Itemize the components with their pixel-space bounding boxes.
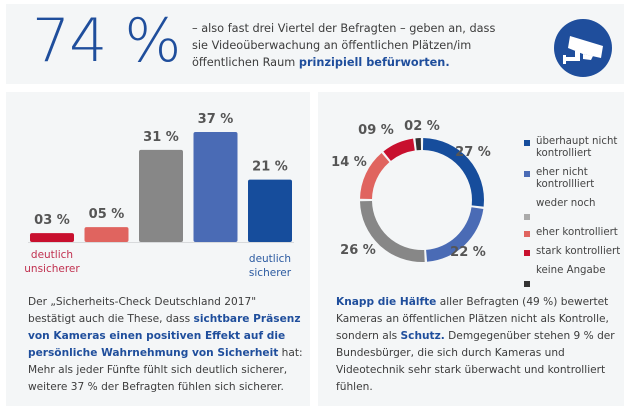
legend-label: überhaupt nicht (536, 136, 618, 147)
description-highlight: Schutz. (400, 330, 445, 342)
legend-label: eher nicht (536, 167, 588, 178)
description-text: Der „Sicherheits-Check Deutschland 2017"… (28, 296, 257, 325)
headline-percentage: 74 % (32, 6, 181, 76)
description-text: hat: Mehr als jeder Fünfte fühlt sich de… (28, 347, 303, 393)
donut-value-label: 09 % (358, 123, 394, 138)
donut-value-label: 02 % (404, 119, 440, 134)
headline-text: – also fast drei Viertel der Befragten –… (192, 20, 512, 71)
legend-swatch (524, 214, 530, 220)
bar-value-label: 21 % (252, 160, 288, 175)
headline-text-plain: – also fast drei Viertel der Befragten –… (192, 22, 496, 69)
legend-label: kontrollliert (536, 179, 595, 190)
donut-slice (383, 138, 415, 161)
legend-swatch (524, 281, 530, 287)
donut-slice (360, 152, 390, 200)
axis-label-left: unsicherer (24, 263, 80, 275)
legend-label: kontrolliert (536, 148, 592, 159)
axis-label-right: sicherer (249, 267, 292, 279)
description-highlight: Knapp die Hälfte (336, 296, 437, 308)
bar-value-label: 05 % (89, 207, 125, 222)
legend-item: eher nicht kontrollliert (524, 167, 624, 191)
surveillance-camera-icon (554, 19, 612, 77)
donut-slice (415, 138, 422, 151)
legend-swatch (524, 250, 530, 256)
description-text: aller Befragten (49 %) bewertet Kameras … (336, 296, 609, 342)
bar-value-label: 03 % (34, 213, 70, 228)
donut-value-label: 14 % (331, 155, 367, 170)
legend-item: keine Angabe (524, 265, 624, 287)
description-highlight: sichtbare Präsenz von Kameras einen posi… (28, 313, 301, 359)
bar (30, 233, 74, 242)
legend-label: eher kontrolliert (536, 227, 618, 238)
bar-chart: 03 % 05 % 31 % 37 % 21 % deutlich unsicherer de… (24, 112, 294, 279)
legend-label: keine Angabe (536, 265, 606, 276)
bar (193, 132, 238, 242)
donut-chart: 27 % 22 % 26 % 14 % 09 % 02 % (331, 119, 491, 262)
donut-slice (426, 207, 484, 262)
donut-legend: überhaupt nicht kontrolliert eher nicht kon… (524, 136, 624, 294)
description-text: Demgegenüber stehen 9 % der Bundesbürger… (336, 330, 615, 393)
bar-chart-panel (6, 92, 310, 406)
header-panel (6, 4, 624, 84)
legend-label: stark kontrolliert (536, 246, 621, 257)
axis-label-left: deutlich (31, 249, 73, 261)
legend-item: eher kontrolliert (524, 227, 624, 239)
bar-value-label: 31 % (143, 130, 179, 145)
legend-swatch (524, 171, 530, 177)
bar-value-label: 37 % (198, 112, 234, 127)
axis-label-right: deutlich (249, 253, 291, 265)
donut-chart-panel (318, 92, 624, 406)
donut-slice (422, 138, 484, 207)
legend-item: weder noch (524, 198, 624, 220)
legend-swatch (524, 231, 530, 237)
donut-chart-description: Knapp die Hälfte aller Befragten (49 %) … (336, 294, 621, 396)
donut-value-label: 26 % (340, 243, 376, 258)
bar (84, 227, 129, 242)
headline-text-highlight: prinzipiell befürworten. (298, 56, 450, 69)
legend-label: weder noch (536, 198, 596, 209)
bar-chart-description: Der „Sicherheits-Check Deutschland 2017"… (28, 294, 303, 396)
donut-value-label: 27 % (455, 145, 491, 160)
bar (248, 179, 292, 242)
legend-item: stark kontrolliert (524, 246, 624, 258)
bar (139, 149, 183, 242)
legend-item: überhaupt nicht kontrolliert (524, 136, 624, 160)
legend-swatch (524, 140, 530, 146)
donut-value-label: 22 % (450, 245, 486, 260)
donut-slice (360, 200, 425, 262)
